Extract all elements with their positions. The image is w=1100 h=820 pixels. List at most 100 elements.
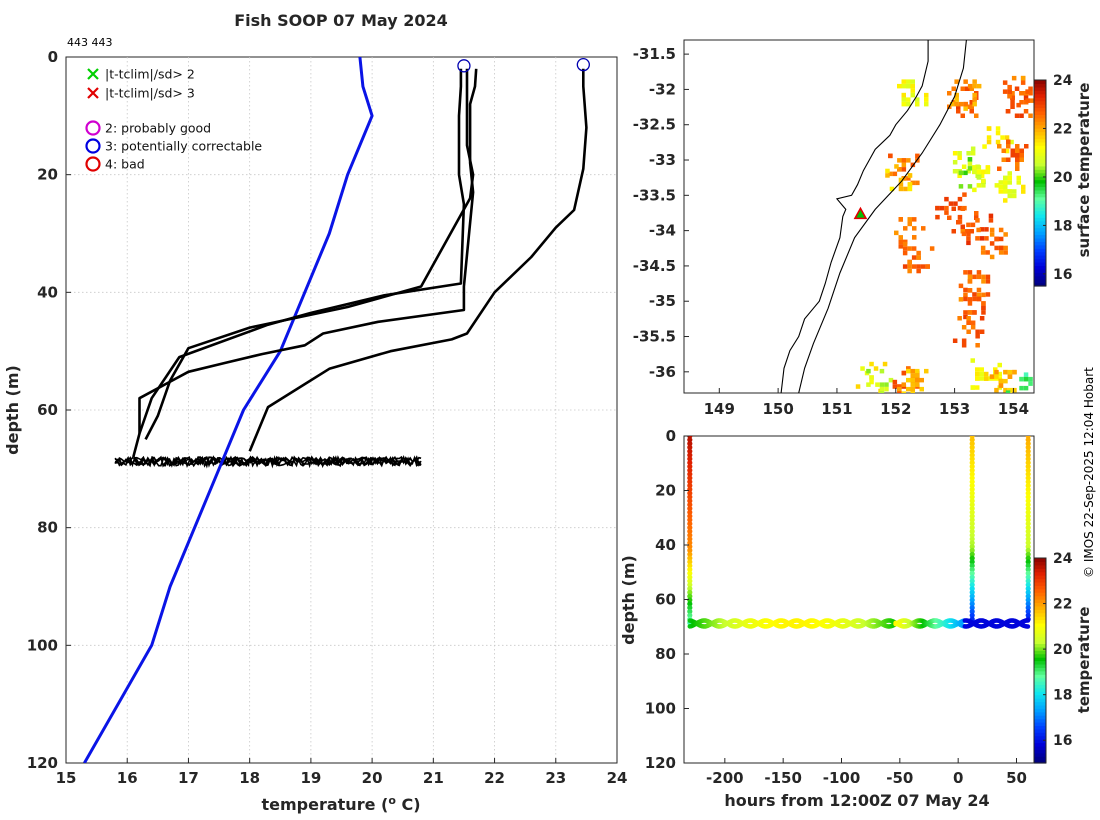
legend-x-marker bbox=[87, 87, 99, 99]
map-colorbar-color-step bbox=[1034, 265, 1046, 270]
legend-circle-marker bbox=[85, 120, 101, 136]
section-x-tick-label: -200 bbox=[706, 769, 744, 787]
sst-pixel bbox=[976, 175, 982, 180]
sst-pixel bbox=[1004, 148, 1010, 154]
sst-pixel bbox=[961, 338, 967, 343]
sst-pixel bbox=[915, 396, 920, 401]
sst-pixel bbox=[947, 91, 952, 96]
sst-pixel bbox=[963, 310, 968, 315]
map-colorbar-color-step bbox=[1034, 255, 1046, 260]
sst-pixel bbox=[976, 183, 982, 188]
profile-y-tick-label: 120 bbox=[27, 754, 58, 772]
sst-pixel bbox=[966, 240, 971, 246]
section-panel: -200 -150 -100 -50 0 50 0 20 40 60 80 100 120 16 18 20… bbox=[619, 427, 1093, 810]
sst-pixel bbox=[1020, 75, 1026, 81]
section-dots bbox=[687, 436, 1031, 629]
sst-pixel bbox=[976, 292, 982, 298]
sst-pixel bbox=[901, 92, 906, 98]
sst-pixel bbox=[993, 367, 998, 372]
sst-pixel bbox=[974, 113, 979, 118]
sst-pixel bbox=[1019, 376, 1024, 382]
section-colorbar-color-step bbox=[1034, 653, 1046, 658]
sst-pixel bbox=[1028, 113, 1033, 118]
section-dot bbox=[687, 574, 693, 580]
sst-pixel bbox=[962, 192, 967, 197]
sst-pixel bbox=[873, 366, 879, 371]
section-dot bbox=[687, 559, 693, 565]
section-dot bbox=[969, 505, 975, 512]
sst-pixel bbox=[957, 214, 963, 220]
sst-pixel bbox=[925, 264, 930, 269]
map-colorbar-color-step bbox=[1034, 213, 1046, 218]
sst-pixel bbox=[1024, 144, 1029, 149]
section-dot bbox=[687, 452, 693, 458]
map-colorbar-color-step bbox=[1034, 80, 1046, 85]
section-dot bbox=[1025, 441, 1031, 447]
sst-pixel bbox=[910, 368, 915, 374]
section-x-tick-label: -100 bbox=[823, 769, 861, 787]
profile-location-triangle bbox=[853, 206, 868, 220]
sst-pixel bbox=[958, 101, 964, 107]
sst-pixel bbox=[1003, 250, 1008, 255]
sst-pixel bbox=[963, 106, 968, 111]
sst-pixel bbox=[998, 236, 1004, 242]
sst-pixel bbox=[935, 214, 940, 220]
sst-pixel bbox=[1003, 180, 1008, 185]
sst-pixel bbox=[1015, 166, 1020, 171]
map-colorbar-color-step bbox=[1034, 107, 1046, 112]
sst-pixel bbox=[916, 264, 921, 269]
sst-patches bbox=[855, 75, 1034, 401]
map-colorbar-color-step bbox=[1034, 275, 1046, 280]
map-colorbar-color-step bbox=[1034, 176, 1046, 181]
section-dot bbox=[687, 563, 693, 569]
sst-pixel bbox=[961, 343, 967, 348]
map-colorbar-color-step bbox=[1034, 100, 1046, 105]
sst-pixel bbox=[948, 201, 954, 206]
sst-pixel bbox=[972, 310, 977, 315]
map-colorbar-color-step bbox=[1034, 104, 1046, 109]
sst-pixel bbox=[907, 268, 912, 274]
sst-pixel bbox=[892, 379, 898, 385]
section-dot bbox=[1025, 528, 1031, 535]
sst-pixel bbox=[952, 151, 958, 156]
map-lines bbox=[780, 40, 967, 393]
sst-pixel bbox=[860, 366, 865, 371]
section-dot bbox=[687, 483, 693, 489]
sst-pixel bbox=[981, 178, 986, 184]
map-y-tick-label: -33.5 bbox=[633, 186, 676, 204]
sst-pixel bbox=[911, 264, 917, 269]
sst-pixel bbox=[986, 139, 992, 145]
section-colorbar-color-step bbox=[1034, 588, 1046, 593]
section-colorbar-color-step bbox=[1034, 718, 1046, 723]
sst-pixel bbox=[954, 79, 959, 84]
section-dot bbox=[687, 597, 693, 603]
sst-pixel bbox=[1016, 180, 1021, 185]
sst-pixel bbox=[906, 386, 911, 392]
sst-pixel bbox=[910, 382, 915, 387]
section-dot bbox=[1025, 601, 1031, 607]
section-dot bbox=[1025, 551, 1031, 557]
section-dot bbox=[969, 441, 975, 447]
section-colorbar-color-step bbox=[1034, 564, 1046, 569]
sst-pixel bbox=[1029, 98, 1034, 103]
sst-pixel bbox=[988, 218, 994, 223]
sst-pixel bbox=[1012, 369, 1017, 375]
sst-pixel bbox=[910, 391, 915, 393]
section-dot bbox=[1025, 486, 1031, 492]
section-dot bbox=[1025, 593, 1031, 599]
sst-pixel bbox=[1019, 385, 1024, 391]
section-dot bbox=[1025, 498, 1031, 504]
sst-pixel bbox=[907, 186, 913, 192]
sst-pixel bbox=[1015, 157, 1020, 162]
sst-pixel bbox=[1011, 75, 1017, 81]
section-colorbar-color-step bbox=[1034, 578, 1046, 583]
sst-pixel bbox=[954, 97, 959, 102]
map-tick-labels: 149 150 151 152 153 154 -31.5 -32 -32.5 -33 -33.5 -… bbox=[633, 45, 1029, 418]
section-x-tick-label: 0 bbox=[953, 769, 963, 787]
section-dot bbox=[969, 448, 975, 454]
section-dot bbox=[1025, 471, 1031, 477]
sst-pixel bbox=[975, 385, 980, 390]
map-colorbar-color-step bbox=[1034, 155, 1046, 160]
map-colorbar-color-step bbox=[1034, 224, 1046, 229]
section-colorbar-color-step bbox=[1034, 745, 1046, 750]
